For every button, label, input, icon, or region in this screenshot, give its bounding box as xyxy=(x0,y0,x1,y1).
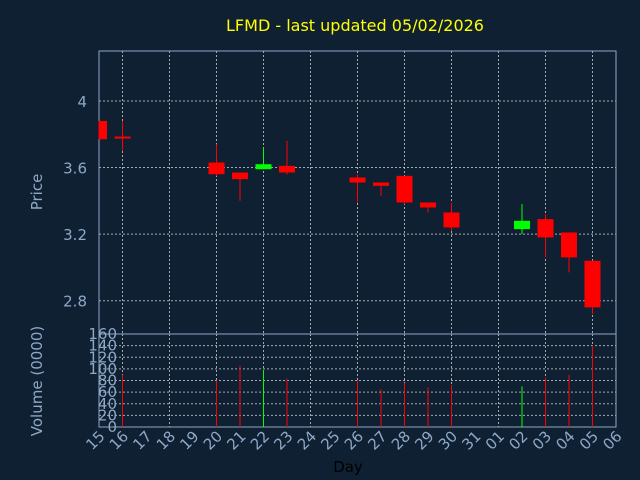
volume-tick-label: 40 xyxy=(98,395,117,413)
candle-body xyxy=(584,260,601,308)
price-tick-label: 2.8 xyxy=(63,293,87,311)
candle-body xyxy=(420,202,436,208)
x-axis-label: Day xyxy=(333,458,363,476)
candle-body xyxy=(99,120,107,140)
price-tick-label: 3.2 xyxy=(63,226,87,244)
candle-body xyxy=(232,172,248,180)
candle-body xyxy=(561,232,577,258)
x-tick-labels: 1516171819202122232425262728293031010203… xyxy=(82,427,625,453)
price-tick-label: 3.6 xyxy=(63,160,87,178)
candle-body xyxy=(255,164,272,170)
volume-tick-label: 160 xyxy=(88,325,117,343)
volume-series xyxy=(122,345,593,427)
volume-tick-label: 80 xyxy=(98,372,117,390)
volume-tick-label: 60 xyxy=(98,383,117,401)
candle-body xyxy=(373,182,389,186)
candle-body xyxy=(396,175,413,203)
chart-title: LFMD - last updated 05/02/2026 xyxy=(226,16,484,35)
volume-tick-label: 140 xyxy=(88,337,117,355)
candle-body xyxy=(349,177,366,183)
volume-tick-label: 20 xyxy=(98,406,117,424)
volume-axis-label: Volume (0000) xyxy=(28,326,46,436)
candle-body xyxy=(279,165,295,173)
candlestick-series xyxy=(98,120,601,315)
volume-tick-label: 100 xyxy=(88,360,117,378)
volume-tick-label: 0 xyxy=(107,418,117,436)
price-tick-label: 4 xyxy=(77,93,87,111)
price-axis-label: Price xyxy=(28,174,46,211)
candle-body xyxy=(537,219,554,238)
volume-tick-label: 120 xyxy=(88,348,117,366)
candle-body xyxy=(514,220,530,230)
price-tick-labels: 2.8 3.2 3.6 4 xyxy=(63,93,87,311)
candle-body xyxy=(443,212,460,228)
candle-body xyxy=(208,162,225,175)
candle-body xyxy=(114,136,131,139)
